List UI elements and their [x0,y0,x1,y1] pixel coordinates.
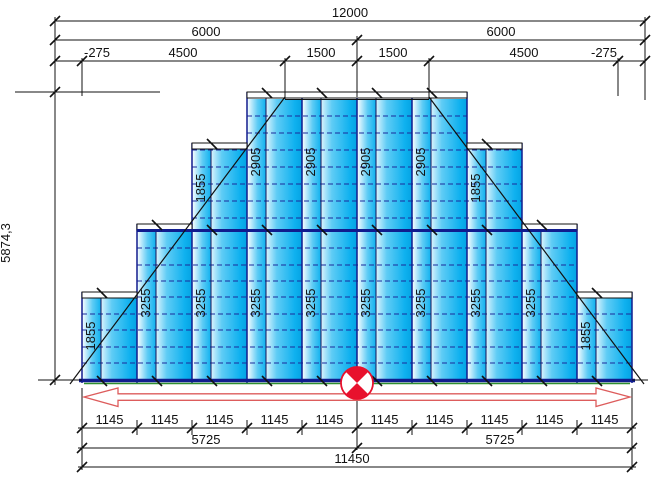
formwork-panel [431,99,467,229]
dimension-label: 1145 [206,412,234,427]
formwork-panel [192,232,211,379]
formwork-panel [357,232,376,379]
formwork-panel [82,298,101,379]
panel-height-label: 3255 [413,289,428,318]
panel-cap [191,142,248,150]
structure-panels [82,99,632,379]
dimension-label: 12000 [332,5,368,20]
formwork-panel [211,149,247,229]
panel-height-label: 1855 [468,174,483,203]
dimension-label: 11450 [334,451,369,466]
dim-left: 5874,3 [0,86,160,386]
dim-left-label: 5874,3 [0,223,13,263]
formwork-panel [247,232,266,379]
panel-vertical-lines [81,92,633,383]
panel-ticks [96,87,603,387]
formwork-panel [577,298,596,379]
panel-height-label: 3255 [193,289,208,318]
formwork-panel [522,232,541,379]
formwork-panel [247,99,266,229]
dimension-label: 1145 [371,412,399,427]
dimension-label: 1145 [536,412,564,427]
dimension-label: 1500 [307,45,336,60]
dimension-label: 1145 [426,412,454,427]
formwork-panel [321,232,357,379]
formwork-panel [596,298,632,379]
panel-cap [466,142,523,150]
dimension-label: 1145 [96,412,124,427]
panel-height-label: 3255 [523,289,538,318]
formwork-panel [467,149,486,229]
dimension-label: 1145 [316,412,344,427]
dimension-label: -275 [84,45,110,60]
formwork-panel [192,149,211,229]
formwork-panel [541,232,577,379]
panel-height-label: 3255 [468,289,483,318]
formwork-panel [467,232,486,379]
panel-height-label: 2905 [413,148,428,177]
dimension-label: 4500 [510,45,539,60]
formwork-panel [412,99,431,229]
dim-bottom: 1145 1145 1145 1145 1145 1145 1145 1145 1145 1145… [76,385,638,473]
panel-height-label: 3255 [138,289,153,318]
center-symbol [340,366,374,400]
dimension-label: 1500 [379,45,408,60]
panel-height-label: 1855 [83,322,98,351]
structure-outline [38,96,648,385]
panel-height-label: 2905 [303,148,318,177]
formwork-panel [357,99,376,229]
dimension-label: 6000 [487,24,516,39]
dimension-label: 6000 [192,24,221,39]
formwork-panel [321,99,357,229]
dimension-label: 1145 [151,412,179,427]
panel-labels: 1855 3255 3255 3255 3255 3255 3255 3255 3255 1855… [83,148,593,351]
formwork-panel [376,232,412,379]
dim-extension-lines [54,17,646,100]
panel-height-label: 2905 [358,148,373,177]
formwork-panel [431,232,467,379]
panel-cap [576,291,633,299]
panel-height-label: 1855 [193,174,208,203]
center-symbol-bottom-wedge [345,383,369,399]
center-symbol-top-wedge [345,367,369,383]
formwork-panel [156,232,192,379]
dimension-label: 5725 [486,432,515,447]
formwork-panel [302,99,321,229]
formwork-panel [266,99,302,229]
formwork-panel [211,232,247,379]
panel-cap [81,291,138,299]
panel-height-label: 3255 [248,289,263,318]
panel-height-label: 3255 [358,289,373,318]
dim-top: 12000 6000 6000 -275 4500 1500 1500 4500 -275 [49,5,651,67]
dimension-label: -275 [591,45,617,60]
formwork-panel [376,99,412,229]
dimension-label: 5725 [192,432,221,447]
dimension-label: 4500 [169,45,198,60]
formwork-panel [486,232,522,379]
formwork-panel [302,232,321,379]
dimension-label: 1145 [261,412,289,427]
dimension-label: 1145 [591,412,619,427]
panel-height-label: 3255 [303,289,318,318]
dimension-label: 1145 [481,412,509,427]
panel-height-label: 2905 [248,148,263,177]
formwork-panel [101,298,137,379]
panel-height-label: 1855 [578,322,593,351]
formwork-panel [266,232,302,379]
formwork-panel [412,232,431,379]
formwork-panel [137,232,156,379]
formwork-panel [486,149,522,229]
